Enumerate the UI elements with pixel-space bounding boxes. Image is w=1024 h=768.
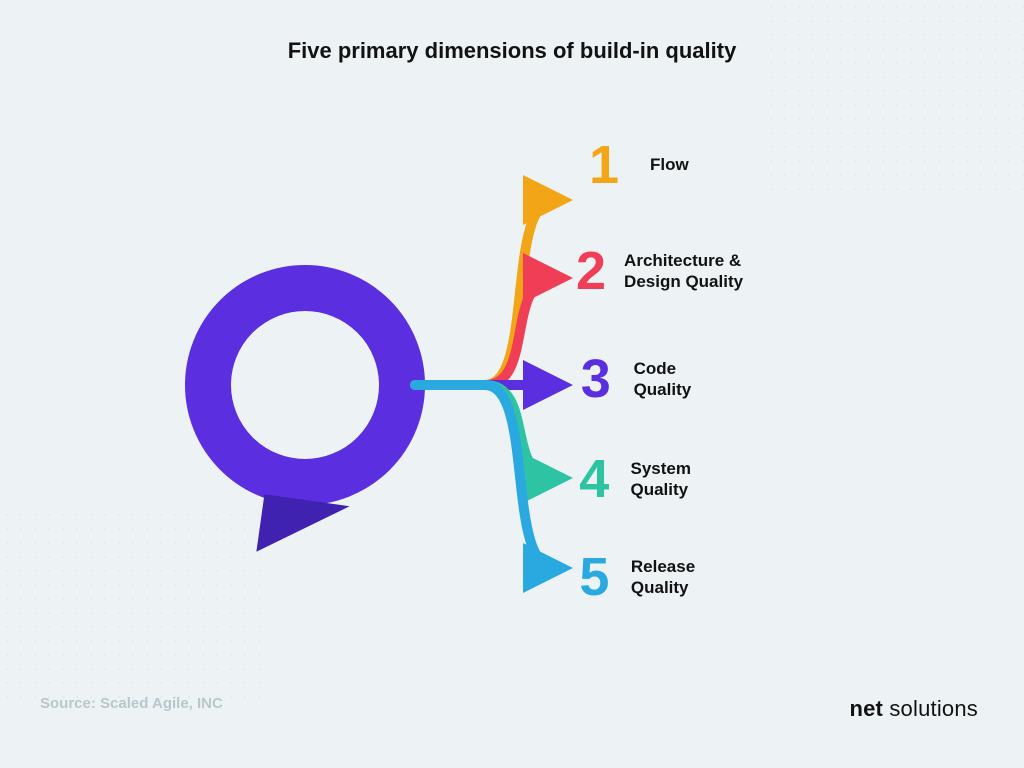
brand-bold: net [849, 696, 883, 721]
dimension-label: System Quality [630, 458, 710, 501]
arrow-2 [415, 278, 555, 385]
dimension-label: Architecture & Design Quality [624, 250, 750, 293]
diagram-stage: 1 Flow 2 Architecture & Design Quality 3 Code… [0, 0, 1024, 768]
dimension-label: Flow [650, 154, 689, 175]
dimension-label: Code Quality [634, 358, 708, 401]
source-attribution: Source: Scaled Agile, INC [40, 695, 223, 712]
dimension-item-4: 4 System Quality [576, 452, 710, 506]
dimension-number: 3 [576, 352, 616, 406]
brand-light: solutions [883, 696, 978, 721]
dimension-number: 4 [576, 452, 612, 506]
dimension-number: 2 [576, 244, 606, 298]
dimension-item-2: 2 Architecture & Design Quality [576, 244, 750, 298]
brand-logo: net solutions [849, 696, 978, 722]
arrows-layer [0, 0, 1024, 768]
arrow-5 [415, 385, 555, 568]
dimension-item-1: 1 Flow [576, 138, 689, 192]
dimension-item-3: 3 Code Quality [576, 352, 708, 406]
dimension-number: 1 [576, 138, 632, 192]
dimension-label: Release Quality [631, 556, 714, 599]
dimension-number: 5 [576, 550, 613, 604]
dimension-item-5: 5 Release Quality [576, 550, 714, 604]
arrow-4 [415, 385, 555, 478]
